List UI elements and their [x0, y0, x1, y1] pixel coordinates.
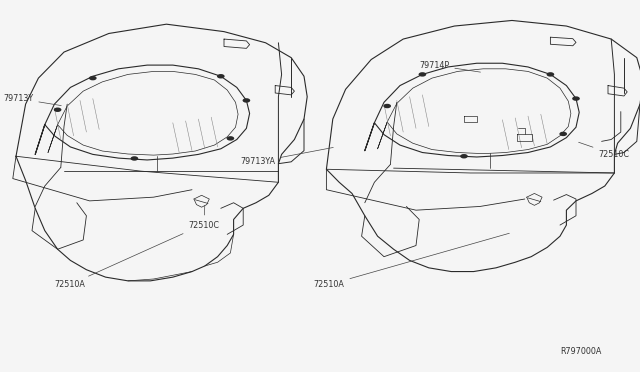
Text: 79714P: 79714P	[419, 61, 481, 72]
Circle shape	[54, 108, 61, 112]
Text: 72510C: 72510C	[579, 142, 629, 159]
Text: 72510A: 72510A	[54, 234, 183, 289]
Text: R797000A: R797000A	[560, 347, 602, 356]
Circle shape	[383, 104, 391, 108]
Circle shape	[419, 72, 426, 77]
Circle shape	[460, 154, 468, 158]
Circle shape	[217, 74, 225, 78]
Circle shape	[131, 156, 138, 161]
Text: 79713YA: 79713YA	[240, 147, 333, 166]
Circle shape	[559, 132, 567, 136]
Circle shape	[547, 72, 554, 77]
Circle shape	[227, 136, 234, 141]
Circle shape	[243, 98, 250, 103]
Text: 72510A: 72510A	[314, 233, 509, 289]
Circle shape	[572, 96, 580, 101]
Text: 72510C: 72510C	[189, 205, 220, 230]
Circle shape	[89, 76, 97, 80]
Text: 79713Y: 79713Y	[3, 94, 61, 106]
